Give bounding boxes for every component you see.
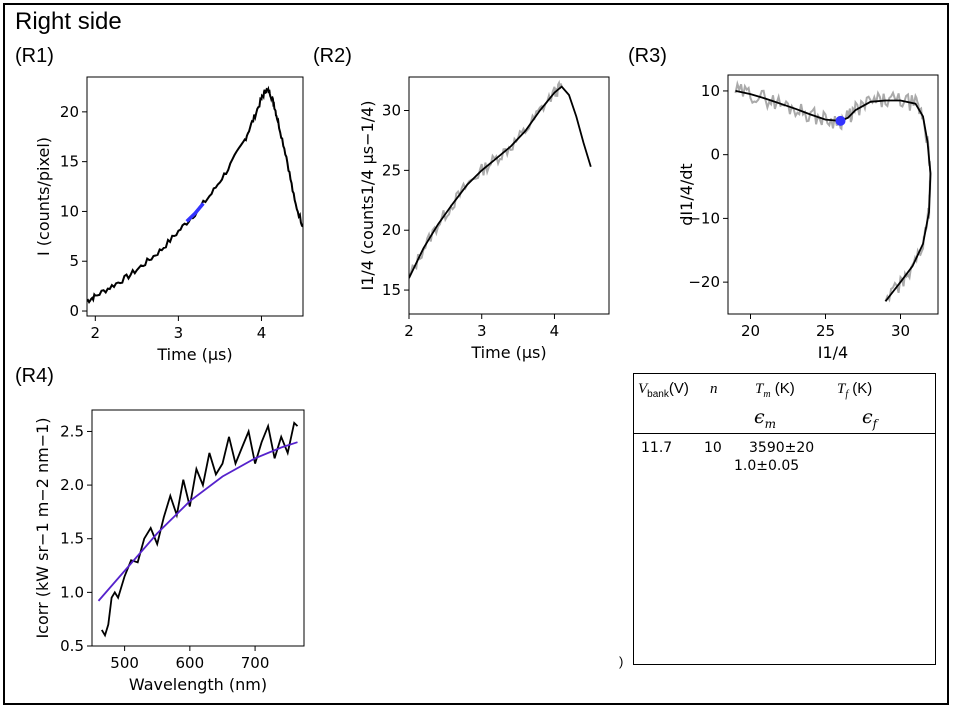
plot-area [734, 79, 932, 303]
header-tm-unit: (K) [770, 380, 795, 397]
plot-area [409, 79, 592, 279]
y-tick-label: 0.5 [60, 637, 84, 655]
y-tick-label: 2.5 [60, 422, 84, 440]
y-tick-label: 10 [701, 82, 720, 100]
y-tick-label: 15 [60, 153, 79, 171]
x-axis-label: Wavelength (nm) [129, 675, 267, 694]
page-title: Right side [15, 8, 122, 35]
series-line-intensity [87, 85, 303, 304]
y-tick-label: 1.5 [60, 530, 84, 548]
x-axis-label: I1/4 [818, 343, 848, 362]
y-tick-label: 2.0 [60, 476, 84, 494]
x-tick-label: 500 [110, 654, 139, 672]
cell-vbank: 11.7 [641, 440, 673, 456]
table-header-divider [634, 433, 935, 434]
header-ef-sub: f [872, 416, 878, 431]
header-n-symbol: n [710, 381, 718, 397]
series-line-raw [734, 79, 932, 303]
x-tick-label: 2 [404, 322, 414, 340]
y-tick-label: 25 [382, 161, 401, 179]
panel-label-r1: (R1) [15, 45, 54, 67]
header-tm-symbol: T [755, 381, 764, 397]
marker-point [835, 115, 846, 126]
chart-r1: 2 3 4 0 5 10 15 20 Time (μs) I (counts/pixel) [34, 76, 304, 364]
x-tick-label: 2 [91, 324, 101, 342]
header-em-sub: m [764, 416, 777, 431]
header-vbank-symbol: V [638, 381, 648, 397]
plot-area [97, 421, 299, 638]
y-tick-label: −10 [688, 209, 720, 227]
series-line-spectrum [101, 421, 299, 638]
x-axis-label: Time (μs) [470, 343, 546, 362]
series-line-fit [409, 85, 592, 279]
header-tm: Tm (K) [755, 380, 795, 400]
cell-n: 10 [704, 440, 722, 456]
header-em-symbol: ϵ [754, 406, 765, 428]
header-em: ϵm [754, 406, 776, 431]
figure-frame [3, 3, 949, 705]
header-ef-symbol: ϵ [862, 406, 873, 428]
series-line-fit [735, 90, 932, 302]
x-tick-label: 700 [241, 654, 270, 672]
x-axis-label: Time (μs) [156, 345, 232, 364]
axes-frame [86, 76, 304, 317]
panel-label-r2: (R2) [313, 45, 352, 67]
header-ef: ϵf [862, 406, 877, 431]
header-tf: Tf (K) [837, 380, 872, 400]
y-tick-label: 1.0 [60, 583, 84, 601]
x-tick-label: 3 [477, 322, 487, 340]
panel-label-r4: (R4) [15, 365, 54, 387]
cell-em: 1.0±0.05 [734, 458, 800, 474]
header-tf-sub: f [845, 389, 849, 400]
x-tick-label: 4 [550, 322, 560, 340]
y-tick-label: 20 [60, 103, 79, 121]
y-axis-label: Icorr (kW sr−1 m−2 nm−1) [33, 417, 52, 638]
y-tick-label: 0 [69, 302, 79, 320]
chart-r4: 500 600 700 0.5 1.0 1.5 2.0 2.5 Wavelength (nm) I… [33, 409, 305, 694]
series-line-highlight [185, 202, 205, 223]
header-vbank-sub: bank [647, 389, 669, 400]
header-vbank: Vbank(V) [638, 380, 689, 400]
x-tick-label: 4 [257, 324, 267, 342]
panel-label-r3: (R3) [628, 45, 667, 67]
chart-r3: 20 25 30 −20 −10 0 10 I1/4 dI1/4/dt [677, 74, 939, 362]
y-axis-label: dI1/4/dt [677, 163, 696, 225]
y-tick-label: −20 [688, 273, 720, 291]
axes-frame [727, 74, 939, 315]
y-tick-label: 5 [69, 252, 79, 270]
plot-area [87, 85, 303, 304]
y-axis-label: I (counts/pixel) [34, 137, 53, 256]
y-axis-label: I1/4 (counts1/4 μs−1/4) [358, 100, 377, 290]
y-tick-label: 20 [382, 221, 401, 239]
series-line-fit [97, 441, 298, 602]
x-tick-label: 20 [741, 322, 760, 340]
cell-tm: 3590±20 [749, 440, 815, 456]
axes-frame [91, 409, 305, 647]
header-tf-symbol: T [837, 381, 846, 397]
header-n: n [710, 380, 718, 398]
y-tick-label: 10 [60, 202, 79, 220]
y-tick-label: 0 [710, 146, 720, 164]
header-tm-sub: m [763, 389, 771, 400]
header-tf-unit: (K) [848, 380, 873, 397]
y-tick-label: 15 [382, 281, 401, 299]
x-tick-label: 30 [891, 322, 910, 340]
x-tick-label: 600 [176, 654, 205, 672]
stray-paren: ) [619, 654, 624, 669]
chart-r2: 2 3 4 15 20 25 30 Time (μs) I1/4 (counts1/4 μs−1… [358, 76, 610, 362]
results-table: Vbank(V) n Tm (K) Tf (K) ϵm ϵf 11.7 10 3… [633, 373, 936, 665]
x-tick-label: 3 [174, 324, 184, 342]
x-tick-label: 25 [816, 322, 835, 340]
axes-frame [408, 76, 610, 315]
header-vbank-unit: (V) [668, 380, 689, 397]
y-tick-label: 30 [382, 102, 401, 120]
